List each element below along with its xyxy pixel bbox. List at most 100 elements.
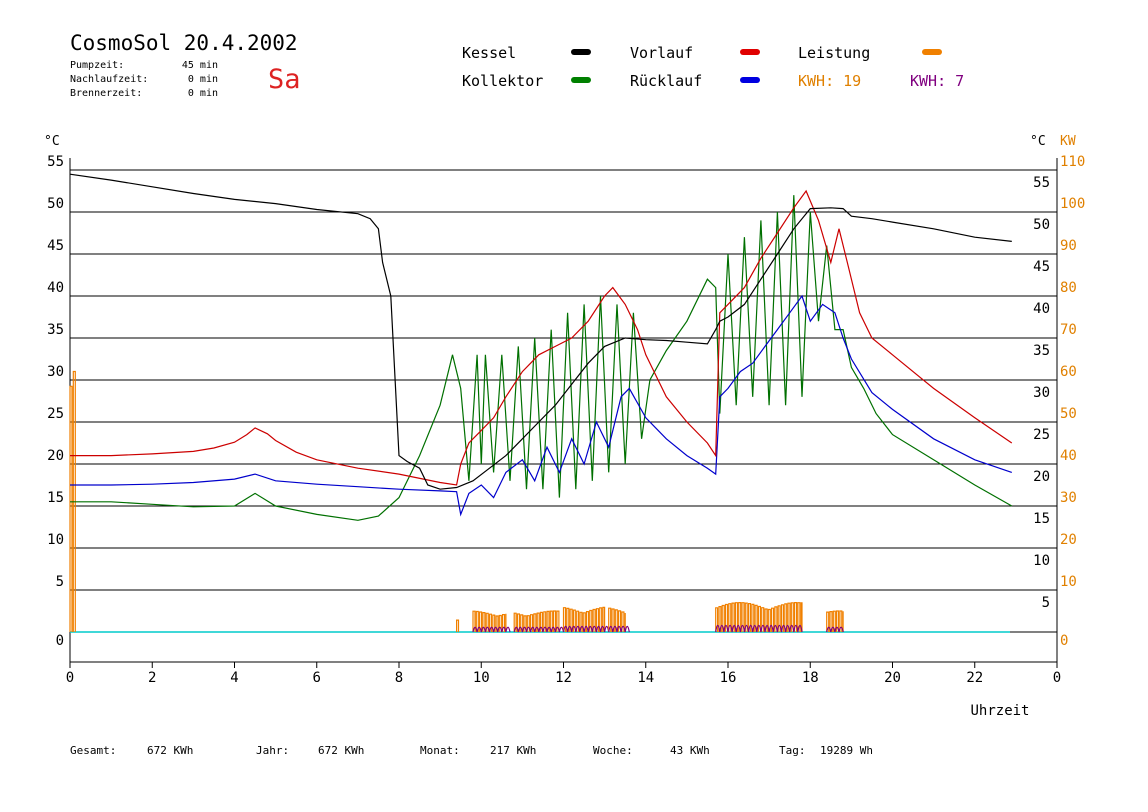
y-tick-right-power: 10 xyxy=(1060,574,1077,590)
series-line-vorlauf xyxy=(70,189,1013,486)
y-tick-right-temp: 50 xyxy=(1033,217,1050,233)
y-tick-left: 0 xyxy=(56,633,64,649)
y-tick-left: 5 xyxy=(56,574,64,590)
left-axis-unit: °C xyxy=(44,134,60,149)
y-tick-right-power: 20 xyxy=(1060,532,1077,548)
x-tick-label: 0 xyxy=(66,670,74,686)
y-tick-right-temp: 55 xyxy=(1033,175,1050,191)
legend-kessel-swatch xyxy=(571,49,591,55)
x-tick-label: 22 xyxy=(966,670,983,686)
footer-gesamt-value: 672 KWh xyxy=(147,744,193,757)
chart-title: CosmoSol 20.4.2002 xyxy=(70,31,298,55)
x-tick-label: 14 xyxy=(637,670,654,686)
legend-kollektor-swatch xyxy=(571,77,591,83)
y-ticks-right: 5 10 15 20 25 30 35 40 45 50 55 0 10 20 30 40 50 60 70 80 90… xyxy=(1033,154,1085,649)
series-line-kessel xyxy=(69,173,1012,490)
legend-kessel-label: Kessel xyxy=(462,44,516,62)
y-tick-right-temp: 20 xyxy=(1033,469,1050,485)
kwh2-bump xyxy=(715,624,803,633)
x-tick-label: 16 xyxy=(720,670,737,686)
y-tick-right-temp: 5 xyxy=(1042,595,1050,611)
nachlaufzeit-label: Nachlaufzeit: xyxy=(70,74,148,85)
y-tick-left: 15 xyxy=(47,490,64,506)
y-tick-left: 40 xyxy=(47,280,64,296)
y-tick-right-power: 90 xyxy=(1060,238,1077,254)
x-tick-label: 2 xyxy=(148,670,156,686)
y-tick-right-temp: 10 xyxy=(1033,553,1050,569)
kwh-second: KWH: 7 xyxy=(910,72,964,90)
footer-tag-value: 19289 Wh xyxy=(820,744,873,757)
y-tick-right-power: 100 xyxy=(1060,196,1085,212)
footer-woche-value: 43 KWh xyxy=(670,744,710,757)
y-ticks-left: 0 5 10 15 20 25 30 35 40 45 50 55 xyxy=(47,154,64,649)
power-burst xyxy=(456,619,460,632)
day-label: Sa xyxy=(268,64,301,95)
brennerzeit-value: 0 min xyxy=(188,88,218,99)
legend-vorlauf-swatch xyxy=(740,49,760,55)
kwh2-bump xyxy=(826,626,844,633)
x-tick-label: 20 xyxy=(884,670,901,686)
y-tick-right-temp: 40 xyxy=(1033,301,1050,317)
legend: Kessel Vorlauf Leistung Kollektor Rückla… xyxy=(462,44,964,90)
footer-monat-label: Monat: xyxy=(420,744,460,757)
y-tick-left: 35 xyxy=(47,322,64,338)
legend-ruecklauf-label: Rücklauf xyxy=(630,72,702,90)
y-tick-right-power: 30 xyxy=(1060,490,1077,506)
power-burst xyxy=(715,602,803,632)
y-tick-right-temp: 30 xyxy=(1033,385,1050,401)
x-tick-label: 0 xyxy=(1053,670,1061,686)
footer-jahr-value: 672 KWh xyxy=(318,744,364,757)
info-block: Pumpzeit: 45 min Nachlaufzeit: 0 min Bre… xyxy=(70,60,218,99)
y-tick-right-temp: 45 xyxy=(1033,259,1050,275)
x-tick-label: 4 xyxy=(230,670,238,686)
footer-monat-value: 217 KWh xyxy=(490,744,536,757)
kwh2-bump xyxy=(562,625,610,633)
x-tick-label: 8 xyxy=(395,670,403,686)
x-tick-label: 10 xyxy=(473,670,490,686)
y-tick-left: 45 xyxy=(47,238,64,254)
y-tick-left: 55 xyxy=(47,154,64,170)
right-axis-unit: °C xyxy=(1030,134,1046,149)
y-tick-right-power: 40 xyxy=(1060,448,1077,464)
y-tick-right-temp: 35 xyxy=(1033,343,1050,359)
power-burst xyxy=(513,610,560,632)
right-axis-power-unit: KW xyxy=(1060,134,1076,149)
y-tick-left: 20 xyxy=(47,448,64,464)
y-tick-left: 25 xyxy=(47,406,64,422)
power-burst xyxy=(472,610,507,632)
x-tick-label: 18 xyxy=(802,670,819,686)
y-tick-right-power: 70 xyxy=(1060,322,1077,338)
series-line-ruecklauf xyxy=(70,294,1012,517)
power-series xyxy=(69,370,844,633)
y-tick-left: 10 xyxy=(47,532,64,548)
x-ticks: 0 2 4 6 8 10 12 14 16 18 20 22 0 xyxy=(66,662,1061,686)
series-line-kollektor xyxy=(70,195,1013,521)
kwh2-bump xyxy=(608,625,630,633)
footer: Gesamt: 672 KWh Jahr: 672 KWh Monat: 217… xyxy=(70,744,873,757)
legend-leistung-label: Leistung xyxy=(798,44,870,62)
pumpzeit-value: 45 min xyxy=(182,60,218,71)
y-tick-right-power: 50 xyxy=(1060,406,1077,422)
brennerzeit-label: Brennerzeit: xyxy=(70,88,142,99)
pumpzeit-label: Pumpzeit: xyxy=(70,60,124,71)
legend-kollektor-label: Kollektor xyxy=(462,72,543,90)
legend-vorlauf-label: Vorlauf xyxy=(630,44,693,62)
y-tick-left: 30 xyxy=(47,364,64,380)
y-tick-right-power: 110 xyxy=(1060,154,1085,170)
x-axis-label: Uhrzeit xyxy=(970,703,1029,719)
legend-ruecklauf-swatch xyxy=(740,77,760,83)
kwh2-bump xyxy=(472,626,511,633)
y-tick-right-temp: 15 xyxy=(1033,511,1050,527)
footer-woche-label: Woche: xyxy=(593,744,633,757)
y-tick-right-temp: 25 xyxy=(1033,427,1050,443)
kwh2-bump xyxy=(513,626,565,633)
legend-leistung-swatch xyxy=(922,49,942,55)
x-tick-label: 12 xyxy=(555,670,572,686)
y-tick-right-power: 0 xyxy=(1060,633,1068,649)
power-burst xyxy=(608,607,626,632)
kwh-leistung: KWH: 19 xyxy=(798,72,861,90)
x-tick-label: 6 xyxy=(313,670,321,686)
power-burst xyxy=(826,610,844,632)
footer-gesamt-label: Gesamt: xyxy=(70,744,116,757)
